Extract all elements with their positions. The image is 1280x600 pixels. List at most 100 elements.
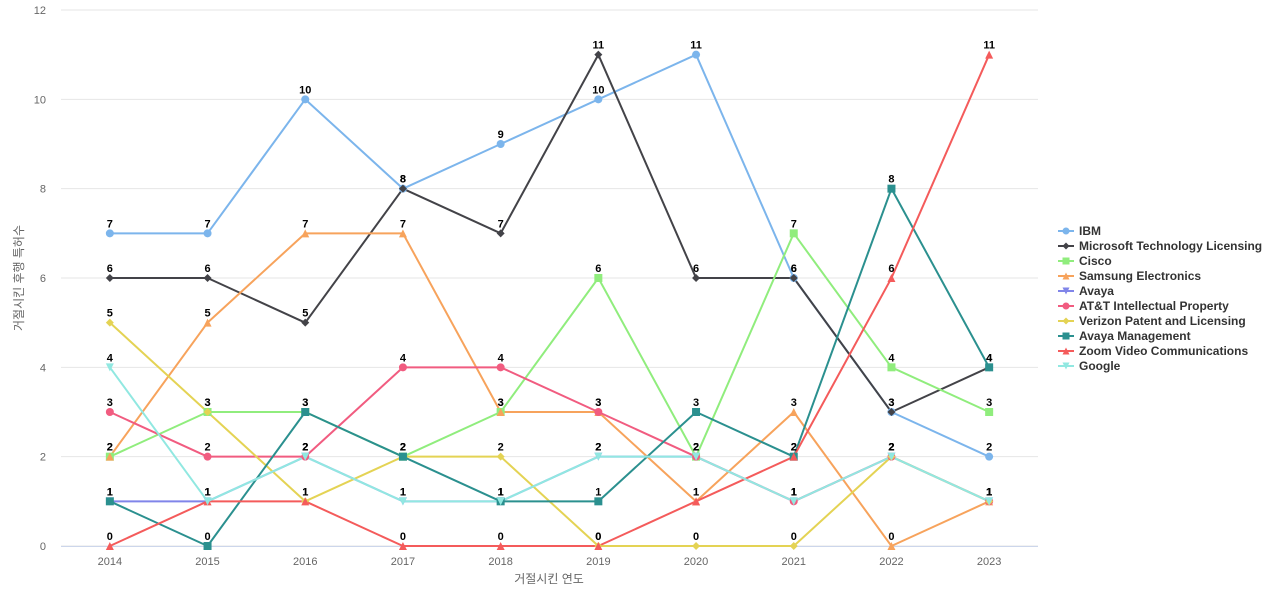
x-tick-label: 2022	[879, 556, 903, 568]
data-point-samsung-electronics	[398, 229, 407, 238]
data-label-microsoft-technology-licensing: 11	[593, 40, 605, 52]
data-point-google	[301, 452, 310, 461]
data-label-ibm: 7	[204, 218, 210, 230]
data-label-cisco: 4	[888, 352, 895, 364]
data-label-samsung-electronics: 7	[302, 218, 308, 230]
data-label-avaya-management: 1	[107, 486, 113, 498]
data-label-verizon-patent-and-licensing: 0	[595, 531, 601, 543]
data-point-microsoft-technology-licensing	[496, 229, 505, 238]
data-label-avaya: 1	[498, 486, 504, 498]
x-tick-label: 2020	[684, 556, 708, 568]
data-point-google	[496, 497, 505, 506]
data-point-zoom-video-communications	[496, 542, 505, 550]
y-tick-label: 0	[40, 541, 46, 553]
data-point-at-t-intellectual-property	[496, 363, 505, 372]
data-point-avaya-management	[594, 497, 603, 506]
legend-item-cisco[interactable]: Cisco	[1058, 254, 1112, 268]
data-label-avaya: 1	[107, 486, 113, 498]
legend-label: Google	[1079, 359, 1121, 373]
data-label-google: 2	[888, 442, 894, 454]
y-tick-label: 6	[40, 273, 46, 285]
data-label-ibm: 11	[690, 40, 702, 52]
legend-label: Avaya Management	[1079, 329, 1191, 343]
data-point-microsoft-technology-licensing	[301, 318, 310, 327]
data-label-avaya-management: 1	[595, 486, 601, 498]
data-label-avaya-management: 0	[204, 531, 210, 543]
data-label-verizon-patent-and-licensing: 5	[107, 308, 113, 320]
data-label-avaya: 2	[595, 442, 601, 454]
data-label-samsung-electronics: 1	[693, 486, 699, 498]
data-point-verizon-patent-and-licensing	[692, 542, 701, 550]
data-label-at-t-intellectual-property: 1	[791, 486, 797, 498]
x-tick-label: 2017	[391, 556, 415, 568]
legend-marker-icon	[1062, 317, 1070, 325]
legend-item-at-t-intellectual-property[interactable]: AT&T Intellectual Property	[1058, 299, 1229, 313]
data-label-avaya: 2	[302, 442, 308, 454]
legend-item-ibm[interactable]: IBM	[1058, 224, 1101, 238]
x-tick-label: 2018	[488, 556, 512, 568]
legend-item-avaya[interactable]: Avaya	[1058, 284, 1114, 298]
data-label-zoom-video-communications: 0	[595, 531, 601, 543]
legend-item-avaya-management[interactable]: Avaya Management	[1058, 329, 1191, 343]
data-label-at-t-intellectual-property: 3	[107, 397, 113, 409]
data-label-avaya-management: 8	[888, 174, 894, 186]
data-label-avaya-management: 3	[302, 397, 308, 409]
series-lines	[109, 53, 991, 547]
data-label-samsung-electronics: 5	[204, 308, 210, 320]
data-point-avaya-management	[692, 408, 701, 416]
data-label-zoom-video-communications: 0	[498, 531, 504, 543]
data-label-google: 1	[791, 486, 797, 498]
data-label-microsoft-technology-licensing: 3	[888, 397, 894, 409]
data-label-microsoft-technology-licensing: 4	[986, 352, 993, 364]
data-point-at-t-intellectual-property	[203, 452, 212, 461]
data-point-cisco	[594, 274, 603, 282]
data-label-at-t-intellectual-property: 3	[595, 397, 601, 409]
data-point-cisco	[985, 408, 994, 416]
data-point-avaya-management	[203, 542, 212, 550]
data-point-verizon-patent-and-licensing	[105, 318, 114, 327]
legend-label: IBM	[1079, 224, 1101, 238]
data-label-at-t-intellectual-property: 4	[400, 352, 407, 364]
data-point-ibm	[594, 95, 603, 104]
legend-item-verizon-patent-and-licensing[interactable]: Verizon Patent and Licensing	[1058, 314, 1246, 328]
data-point-google	[594, 452, 603, 461]
data-label-zoom-video-communications: 11	[983, 40, 995, 52]
legend-marker-icon	[1062, 287, 1070, 295]
series-line-ibm	[109, 53, 990, 458]
legend-marker-icon	[1062, 227, 1070, 235]
data-label-cisco: 2	[400, 442, 406, 454]
data-point-avaya-management	[301, 408, 310, 416]
legend-item-google[interactable]: Google	[1058, 359, 1121, 373]
legend-item-microsoft-technology-licensing[interactable]: Microsoft Technology Licensing	[1058, 239, 1262, 253]
data-label-verizon-patent-and-licensing: 2	[888, 442, 894, 454]
y-tick-label: 4	[40, 362, 46, 374]
legend-marker-icon	[1062, 332, 1070, 340]
legend-marker-icon	[1062, 257, 1070, 265]
data-point-zoom-video-communications	[594, 542, 603, 550]
data-label-verizon-patent-and-licensing: 2	[498, 442, 504, 454]
data-label-microsoft-technology-licensing: 7	[498, 218, 504, 230]
series-line-google	[109, 366, 990, 503]
data-label-microsoft-technology-licensing: 8	[400, 174, 406, 186]
data-point-samsung-electronics	[301, 229, 310, 238]
data-point-google	[789, 497, 798, 506]
data-point-microsoft-technology-licensing	[594, 50, 603, 59]
data-point-at-t-intellectual-property	[105, 408, 114, 416]
data-label-avaya: 2	[693, 442, 699, 454]
x-tick-label: 2021	[782, 556, 806, 568]
data-label-samsung-electronics: 3	[595, 397, 601, 409]
data-point-samsung-electronics	[887, 542, 896, 550]
data-label-zoom-video-communications: 1	[204, 486, 210, 498]
legend-marker-icon	[1062, 272, 1070, 280]
data-label-samsung-electronics: 0	[888, 531, 894, 543]
data-point-samsung-electronics	[105, 452, 114, 461]
data-point-google	[398, 497, 407, 506]
legend-item-zoom-video-communications[interactable]: Zoom Video Communications	[1058, 344, 1248, 358]
data-label-samsung-electronics: 1	[986, 486, 992, 498]
data-label-ibm: 3	[888, 397, 894, 409]
data-point-at-t-intellectual-property	[594, 408, 603, 416]
y-axis-ticks: 0 2 4 6 8 10 12	[34, 5, 46, 553]
legend-item-samsung-electronics[interactable]: Samsung Electronics	[1058, 269, 1201, 283]
